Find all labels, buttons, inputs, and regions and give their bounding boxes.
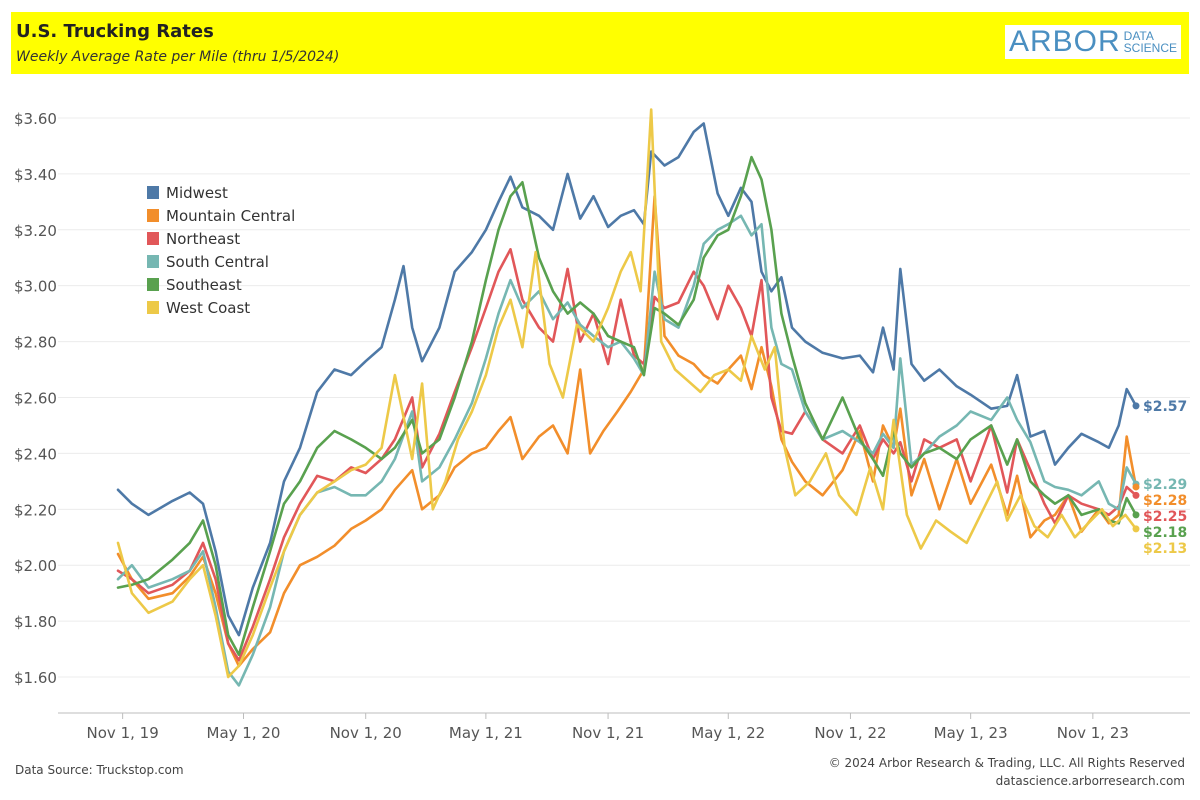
logo-sub-line-2: SCIENCE	[1123, 41, 1177, 55]
end-value-label: $2.29	[1143, 477, 1187, 493]
footer-credits: © 2024 Arbor Research & Trading, LLC. Al…	[829, 754, 1185, 790]
end-point-west-coast	[1132, 525, 1140, 533]
legend-label: South Central	[166, 253, 269, 271]
y-tick-label: $2.20	[14, 501, 57, 519]
x-tick-label: Nov 1, 23	[1057, 724, 1129, 742]
end-point-midwest	[1132, 402, 1140, 410]
legend-swatch	[147, 186, 159, 199]
legend-label: Southeast	[166, 276, 242, 294]
x-tick-label: May 1, 22	[691, 724, 765, 742]
end-value-label: $2.28	[1143, 493, 1187, 509]
y-tick-label: $3.60	[14, 110, 57, 128]
x-tick-label: Nov 1, 22	[814, 724, 886, 742]
legend-label: Mountain Central	[166, 207, 295, 225]
y-tick-label: $1.80	[14, 613, 57, 631]
arbor-logo: ARBOR DATA SCIENCE	[1004, 25, 1181, 59]
y-tick-label: $2.40	[14, 445, 57, 463]
chart-subtitle: Weekly Average Rate per Mile (thru 1/5/2…	[16, 49, 340, 65]
legend-label: Midwest	[166, 184, 228, 202]
copyright-text: © 2024 Arbor Research & Trading, LLC. Al…	[828, 756, 1185, 770]
legend-swatch	[147, 278, 159, 291]
y-tick-label: $2.80	[14, 334, 57, 352]
data-source: Data Source: Truckstop.com	[15, 763, 184, 777]
logo-sub-text: DATA SCIENCE	[1124, 30, 1177, 54]
title-banner: U.S. Trucking Rates Weekly Average Rate …	[11, 12, 1189, 74]
series-line-midwest	[116, 122, 1138, 637]
x-tick-label: May 1, 23	[934, 724, 1008, 742]
end-value-label: $2.13	[1143, 541, 1187, 557]
legend-swatch	[147, 232, 159, 245]
series-line-northeast	[116, 248, 1138, 662]
y-tick-label: $2.60	[14, 390, 57, 408]
series-line-west-coast	[116, 108, 1138, 679]
x-tick-label: May 1, 21	[449, 724, 523, 742]
y-tick-label: $1.60	[14, 669, 57, 687]
legend-label: West Coast	[166, 299, 250, 317]
end-point-northeast	[1132, 491, 1140, 499]
legend-swatch	[147, 301, 159, 314]
logo-sub-line-1: DATA	[1123, 29, 1154, 43]
series-line-mountain-central	[116, 194, 1138, 668]
end-value-label: $2.57	[1143, 399, 1187, 415]
end-value-label: $2.25	[1143, 509, 1187, 525]
end-value-label: $2.18	[1143, 525, 1187, 541]
y-tick-label: $2.00	[14, 557, 57, 575]
x-tick-label: Nov 1, 21	[572, 724, 644, 742]
legend-swatch	[147, 255, 159, 268]
x-tick-label: Nov 1, 19	[87, 724, 159, 742]
y-tick-label: $3.00	[14, 278, 57, 296]
x-tick-label: May 1, 20	[207, 724, 281, 742]
chart-title: U.S. Trucking Rates	[16, 21, 214, 42]
y-tick-label: $3.40	[14, 166, 57, 184]
x-tick-label: Nov 1, 20	[330, 724, 402, 742]
end-point-mountain-central	[1132, 483, 1140, 491]
y-tick-label: $3.20	[14, 222, 57, 240]
website-url: datascience.arborresearch.com	[995, 774, 1185, 788]
logo-main-text: ARBOR	[1008, 25, 1121, 58]
legend-swatch	[147, 209, 159, 222]
end-point-southeast	[1132, 511, 1140, 519]
legend-label: Northeast	[166, 230, 240, 248]
